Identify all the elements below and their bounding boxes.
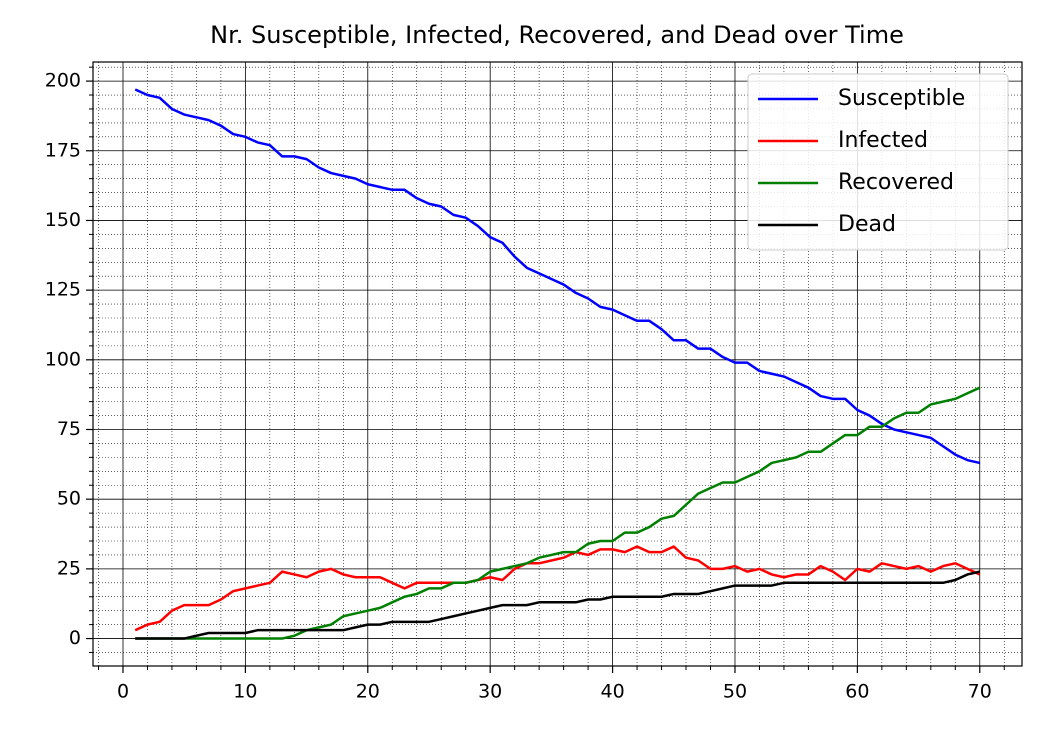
- y-tick-label: 25: [57, 557, 81, 579]
- legend-label: Dead: [838, 212, 896, 237]
- x-tick-label: 20: [356, 681, 380, 703]
- x-tick-label: 0: [117, 681, 129, 703]
- y-tick-label: 0: [69, 627, 81, 649]
- y-tick-label: 125: [45, 279, 81, 301]
- chart-title: Nr. Susceptible, Infected, Recovered, an…: [210, 21, 904, 49]
- legend-label: Susceptible: [838, 86, 965, 111]
- plot-frame: [92, 61, 1023, 667]
- x-tick-label: 10: [233, 681, 257, 703]
- x-tick-label: 70: [968, 681, 992, 703]
- y-tick-label: 175: [45, 139, 81, 161]
- legend-label: Infected: [838, 128, 928, 153]
- x-tick-label: 40: [600, 681, 624, 703]
- line-series: [135, 570, 981, 640]
- x-tick-label: 50: [723, 681, 747, 703]
- legend-label: Recovered: [838, 170, 954, 195]
- y-tick-label: 50: [57, 488, 81, 510]
- x-tick-label: 30: [478, 681, 502, 703]
- y-tick-label: 200: [45, 70, 81, 92]
- y-tick-label: 150: [45, 209, 81, 231]
- x-tick-label: 60: [845, 681, 869, 703]
- line-series: [134, 545, 981, 632]
- legend-box: [747, 73, 1009, 251]
- line-series: [134, 88, 981, 465]
- y-tick-label: 100: [45, 348, 81, 370]
- line-series: [135, 386, 981, 640]
- y-tick-label: 75: [57, 418, 81, 440]
